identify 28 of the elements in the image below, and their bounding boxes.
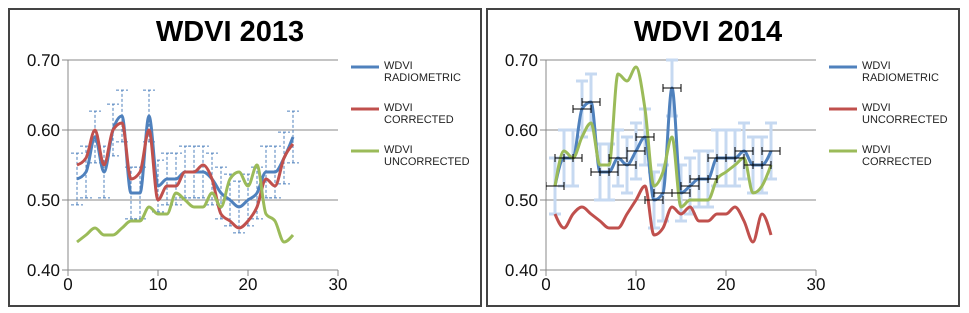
y-tick-label: 0.50 <box>504 191 538 210</box>
y-tick-label: 0.70 <box>504 51 538 70</box>
x-tick-label: 20 <box>716 275 736 294</box>
x-tick-label: 10 <box>626 275 646 294</box>
x-tick-label: 0 <box>63 275 73 294</box>
x-tick-label: 0 <box>541 275 551 294</box>
y-tick-label: 0.60 <box>504 121 538 140</box>
x-tick-label: 30 <box>806 275 826 294</box>
x-tick-label: 30 <box>328 275 348 294</box>
y-tick-label: 0.60 <box>26 121 60 140</box>
y-tick-label: 0.70 <box>26 51 60 70</box>
legend-label: WDVI UNCORRECTED <box>862 102 948 126</box>
chart-title: WDVI 2013 <box>154 16 306 49</box>
y-tick-label: 0.50 <box>26 191 60 210</box>
legend-label: WDVI CORRECTED <box>384 102 454 126</box>
x-tick-label: 20 <box>238 275 258 294</box>
chart-title: WDVI 2014 <box>632 16 784 49</box>
legend-label: WDVI RADIOMETRIC <box>862 60 939 84</box>
y-tick-label: 0.40 <box>504 261 538 280</box>
line-series <box>554 66 772 208</box>
line-series <box>76 164 294 244</box>
line-series <box>76 122 294 230</box>
y-tick-label: 0.40 <box>26 261 60 280</box>
legend-label: WDVI CORRECTED <box>862 144 932 168</box>
legend-label: WDVI UNCORRECTED <box>384 144 470 168</box>
legend-label: WDVI RADIOMETRIC <box>384 60 461 84</box>
line-series <box>554 184 772 244</box>
x-tick-label: 10 <box>148 275 168 294</box>
